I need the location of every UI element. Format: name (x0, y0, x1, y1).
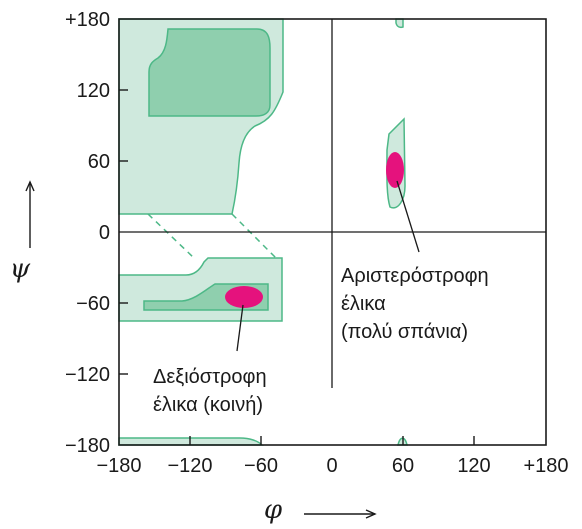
x-tick-label: −180 (96, 455, 141, 477)
left-helix-label-line1: Αριστερόστροφη (341, 265, 489, 287)
dashed-connector-right (231, 213, 277, 259)
y-tick-label: −120 (65, 364, 110, 386)
y-tick-marks (119, 89, 128, 375)
left-handed-helix-marker (386, 152, 404, 188)
x-tick-label: −120 (167, 455, 212, 477)
x-tick-label: 60 (392, 455, 414, 477)
dashed-connector-left (147, 213, 195, 259)
y-tick-label: +180 (65, 9, 110, 31)
allowed-region-top-edge (395, 18, 404, 29)
y-tick-label: −60 (76, 293, 110, 315)
x-axis-symbol: φ (264, 495, 283, 525)
x-tick-label: +180 (523, 455, 568, 477)
right-helix-pointer (236, 304, 244, 352)
x-tick-label: 120 (457, 455, 490, 477)
x-tick-marks (189, 436, 475, 445)
left-helix-label-line3: (πολύ σπάνια) (341, 321, 468, 343)
right-helix-label-line2: έλικα (κοινή) (153, 394, 263, 416)
left-helix-pointer (396, 180, 420, 253)
y-tick-label: 120 (77, 80, 110, 102)
right-helix-label-line1: Δεξιόστροφη (153, 366, 267, 388)
right-handed-helix-marker (225, 286, 263, 308)
x-tick-label: −60 (244, 455, 278, 477)
y-tick-label: −180 (65, 435, 110, 457)
x-tick-label: 0 (326, 455, 337, 477)
y-axis-arrow (25, 180, 35, 248)
y-tick-label: 0 (99, 222, 110, 244)
core-region-beta (148, 28, 271, 117)
y-tick-label: 60 (88, 151, 110, 173)
x-axis-arrow (304, 509, 377, 519)
left-helix-label-line2: έλικα (341, 293, 386, 315)
y-axis-symbol: ψ (10, 254, 31, 284)
